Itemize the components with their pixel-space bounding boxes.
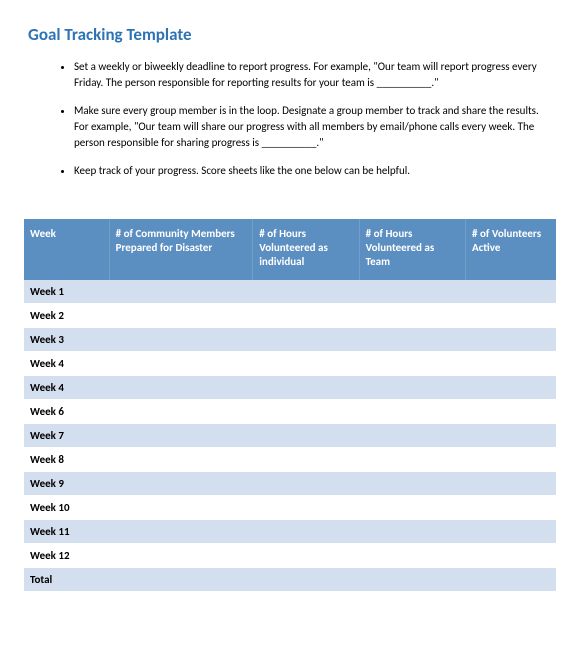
table-row: Week 12 xyxy=(24,544,556,568)
row-value-cell xyxy=(466,520,556,544)
table-body: Week 1Week 2Week 3Week 4Week 4Week 6Week… xyxy=(24,280,556,592)
row-value-cell xyxy=(466,448,556,472)
bullet-item: Make sure every group member is in the l… xyxy=(74,103,552,151)
row-value-cell xyxy=(253,304,359,328)
row-value-cell xyxy=(359,280,465,304)
row-value-cell xyxy=(359,544,465,568)
row-value-cell xyxy=(253,472,359,496)
row-value-cell xyxy=(466,472,556,496)
row-value-cell xyxy=(109,472,253,496)
row-value-cell xyxy=(109,496,253,520)
table-row: Week 1 xyxy=(24,280,556,304)
column-header: Week xyxy=(24,219,109,280)
row-value-cell xyxy=(109,304,253,328)
table-row: Week 2 xyxy=(24,304,556,328)
row-value-cell xyxy=(109,280,253,304)
row-value-cell xyxy=(109,520,253,544)
row-label-cell: Week 1 xyxy=(24,280,109,304)
row-value-cell xyxy=(109,328,253,352)
row-value-cell xyxy=(109,448,253,472)
row-value-cell xyxy=(253,280,359,304)
column-header: # of Community Members Prepared for Disa… xyxy=(109,219,253,280)
row-label-cell: Week 10 xyxy=(24,496,109,520)
row-value-cell xyxy=(109,424,253,448)
row-value-cell xyxy=(359,568,465,592)
row-label-cell: Week 4 xyxy=(24,376,109,400)
table-row: Total xyxy=(24,568,556,592)
row-value-cell xyxy=(466,400,556,424)
row-value-cell xyxy=(359,520,465,544)
column-header: # of Hours Volunteered as individual xyxy=(253,219,359,280)
table-row: Week 7 xyxy=(24,424,556,448)
row-value-cell xyxy=(359,496,465,520)
table-row: Week 8 xyxy=(24,448,556,472)
row-value-cell xyxy=(466,544,556,568)
row-label-cell: Week 4 xyxy=(24,352,109,376)
table-row: Week 11 xyxy=(24,520,556,544)
row-value-cell xyxy=(253,568,359,592)
row-value-cell xyxy=(466,496,556,520)
row-value-cell xyxy=(109,568,253,592)
row-value-cell xyxy=(109,544,253,568)
row-value-cell xyxy=(466,568,556,592)
row-value-cell xyxy=(253,448,359,472)
bullet-list: Set a weekly or biweekly deadline to rep… xyxy=(28,59,552,179)
row-value-cell xyxy=(253,352,359,376)
row-value-cell xyxy=(253,496,359,520)
row-value-cell xyxy=(359,304,465,328)
row-value-cell xyxy=(466,376,556,400)
row-value-cell xyxy=(359,376,465,400)
column-header: # of Volunteers Active xyxy=(466,219,556,280)
row-label-cell: Week 3 xyxy=(24,328,109,352)
row-value-cell xyxy=(466,424,556,448)
row-label-cell: Week 9 xyxy=(24,472,109,496)
bullet-item: Keep track of your progress. Score sheet… xyxy=(74,163,552,179)
table-row: Week 4 xyxy=(24,376,556,400)
table-row: Week 4 xyxy=(24,352,556,376)
row-value-cell xyxy=(109,376,253,400)
row-value-cell xyxy=(253,328,359,352)
row-value-cell xyxy=(359,448,465,472)
row-value-cell xyxy=(359,328,465,352)
table-row: Week 10 xyxy=(24,496,556,520)
table-row: Week 3 xyxy=(24,328,556,352)
column-header: # of Hours Volunteered as Team xyxy=(359,219,465,280)
row-value-cell xyxy=(109,352,253,376)
row-value-cell xyxy=(253,376,359,400)
table-row: Week 6 xyxy=(24,400,556,424)
table-row: Week 9 xyxy=(24,472,556,496)
bullet-item: Set a weekly or biweekly deadline to rep… xyxy=(74,59,552,91)
row-value-cell xyxy=(466,304,556,328)
row-value-cell xyxy=(253,400,359,424)
goal-tracking-table: Week # of Community Members Prepared for… xyxy=(24,219,556,592)
row-value-cell xyxy=(253,424,359,448)
row-label-cell: Week 6 xyxy=(24,400,109,424)
row-label-cell: Week 7 xyxy=(24,424,109,448)
row-label-cell: Week 11 xyxy=(24,520,109,544)
row-value-cell xyxy=(253,544,359,568)
row-value-cell xyxy=(359,352,465,376)
table-header-row: Week # of Community Members Prepared for… xyxy=(24,219,556,280)
row-value-cell xyxy=(109,400,253,424)
row-value-cell xyxy=(359,472,465,496)
page-title: Goal Tracking Template xyxy=(28,24,552,45)
row-value-cell xyxy=(359,400,465,424)
row-value-cell xyxy=(466,352,556,376)
row-label-cell: Total xyxy=(24,568,109,592)
row-label-cell: Week 2 xyxy=(24,304,109,328)
row-value-cell xyxy=(466,328,556,352)
row-value-cell xyxy=(253,520,359,544)
row-value-cell xyxy=(466,280,556,304)
row-label-cell: Week 8 xyxy=(24,448,109,472)
row-label-cell: Week 12 xyxy=(24,544,109,568)
row-value-cell xyxy=(359,424,465,448)
